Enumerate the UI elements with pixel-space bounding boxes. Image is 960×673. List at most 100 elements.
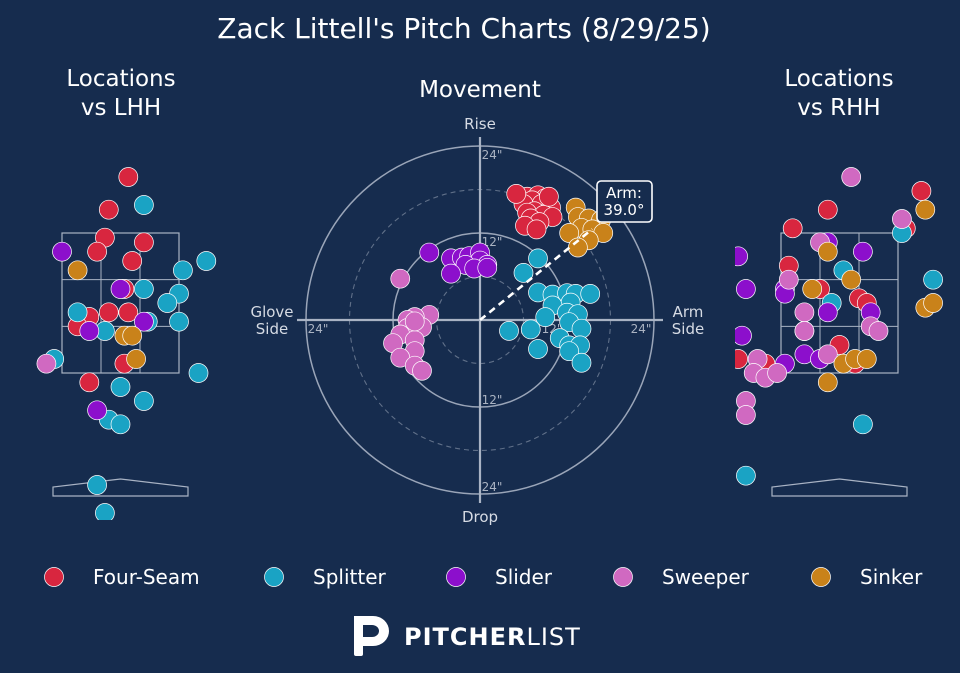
legend-label-splitter: Splitter xyxy=(313,565,386,589)
axis-label-rise: Rise xyxy=(464,115,496,133)
movement-ring-label: 24" xyxy=(308,322,329,336)
lhh-pitch-point xyxy=(67,260,88,281)
chart-title: Zack Littell's Pitch Charts (8/29/25) xyxy=(217,12,710,45)
movement-pitch-point xyxy=(559,223,580,243)
lhh-pitch-point xyxy=(134,311,154,332)
lhh-pitch-point xyxy=(126,349,146,369)
rhh-pitch-point xyxy=(841,269,862,290)
rhh-pitch-point xyxy=(782,218,803,239)
lhh-pitch-point xyxy=(122,251,143,271)
lhh-pitch-point xyxy=(110,279,131,299)
lhh-pitch-point xyxy=(118,302,139,323)
movement-ring-label: 24" xyxy=(482,480,503,494)
rhh-pitch-point xyxy=(853,414,873,435)
legend-marker-sweeper xyxy=(613,567,633,587)
brand-name-bold: PITCHER xyxy=(404,623,526,651)
rhh-pitch-point xyxy=(802,279,823,299)
rhh-pitch-point xyxy=(817,344,838,365)
legend-marker-sinker xyxy=(811,567,831,587)
rhh-pitches xyxy=(735,167,943,486)
lhh-pitch-point xyxy=(87,400,107,421)
movement-pitches xyxy=(383,184,614,381)
rhh-pitch-point xyxy=(794,302,815,323)
movement-pitch-point xyxy=(520,319,541,340)
movement-pitch-point xyxy=(526,219,547,240)
rhh-pitch-point xyxy=(778,269,799,290)
rhh-panel-title-line1: Locations xyxy=(784,66,893,92)
axis-label-glove-side-line2: Side xyxy=(256,320,288,338)
rhh-pitch-point xyxy=(841,167,862,187)
lhh-pitch-point xyxy=(52,241,72,262)
rhh-pitch-point xyxy=(868,321,889,341)
lhh-pitch-point xyxy=(173,260,193,281)
legend-marker-four-seam xyxy=(44,567,64,587)
lhh-pitch-point xyxy=(134,391,154,411)
lhh-pitch-point xyxy=(79,321,100,341)
axis-label-drop: Drop xyxy=(462,508,498,526)
movement-pitch-point xyxy=(571,318,592,339)
lhh-pitch-point xyxy=(188,363,209,383)
legend-marker-slider xyxy=(446,567,466,587)
legend-marker-splitter xyxy=(264,567,284,587)
rhh-pitch-point xyxy=(767,363,787,383)
lhh-panel-title-line1: Locations xyxy=(66,66,175,92)
lhh-pitch-point xyxy=(110,377,131,397)
rhh-pitch-point xyxy=(853,241,873,262)
movement-pitch-point xyxy=(499,321,519,341)
movement-pitch-point xyxy=(528,248,548,269)
rhh-pitch-point xyxy=(735,246,748,267)
rhh-pitch-point xyxy=(923,293,943,313)
rhh-pitch-point xyxy=(892,209,912,229)
lhh-panel-title-line2: vs LHH xyxy=(81,95,161,121)
legend-label-sinker: Sinker xyxy=(860,565,923,589)
rhh-strike-zone xyxy=(780,232,899,374)
movement-ring-label: 24" xyxy=(482,148,503,162)
movement-pitch-point xyxy=(412,360,432,381)
legend-label-slider: Slider xyxy=(495,565,553,589)
movement-pitch-point xyxy=(580,284,601,304)
axis-label-glove-side-line1: Glove xyxy=(250,303,293,321)
lhh-pitch-point xyxy=(134,195,154,215)
movement-pitch-point xyxy=(559,341,580,362)
lhh-locations-panel xyxy=(36,167,217,520)
movement-pitch-point xyxy=(571,352,592,373)
arm-angle-label-line1: Arm: xyxy=(606,184,642,202)
movement-ring-label: 24" xyxy=(631,322,652,336)
pitcherlist-logo-icon xyxy=(354,616,389,656)
rhh-pitch-point xyxy=(923,269,943,290)
movement-pitch-point xyxy=(539,186,559,207)
lhh-pitch-point xyxy=(134,279,154,299)
movement-pitch-point xyxy=(513,263,534,283)
movement-pitch-point xyxy=(535,307,556,327)
lhh-pitch-point xyxy=(157,293,178,313)
rhh-pitch-point xyxy=(911,181,932,201)
arm-angle-label-box xyxy=(596,180,653,223)
brand-wordmark: PITCHERLIST xyxy=(404,623,581,651)
movement-panel-title: Movement xyxy=(419,77,541,103)
rhh-pitch-point xyxy=(736,279,756,299)
lhh-pitch-point xyxy=(169,311,189,332)
lhh-pitch-point xyxy=(36,353,57,374)
axis-label-arm-side-line2: Side xyxy=(672,320,704,338)
lhh-pitches xyxy=(36,167,217,520)
rhh-pitch-point xyxy=(794,321,815,341)
rhh-pitch-point xyxy=(817,372,838,393)
brand-name-light: LIST xyxy=(526,623,580,651)
lhh-pitch-point xyxy=(118,167,139,187)
rhh-pitch-point xyxy=(817,241,838,262)
rhh-pitch-point xyxy=(817,302,838,323)
movement-panel: 12"24"12"24"24" 24"12"RiseDropGloveSideAr… xyxy=(250,115,704,526)
pitcherlist-branding: PITCHERLIST xyxy=(354,616,581,656)
arm-angle-label-line2: 39.0° xyxy=(604,201,645,219)
lhh-pitch-point xyxy=(134,232,154,253)
rhh-locations-panel xyxy=(735,167,943,497)
lhh-pitch-point xyxy=(87,241,107,262)
movement-pitch-point xyxy=(419,242,440,263)
movement-ring-label: 12" xyxy=(482,393,503,407)
lhh-pitch-point xyxy=(110,414,131,435)
movement-pitch-point xyxy=(404,311,425,332)
legend: Four-Seam Splitter Slider Sweeper Sinker xyxy=(44,565,923,589)
rhh-pitch-point xyxy=(735,349,748,369)
lhh-pitch-point xyxy=(79,372,100,393)
rhh-panel-title-line2: vs RHH xyxy=(797,95,880,121)
